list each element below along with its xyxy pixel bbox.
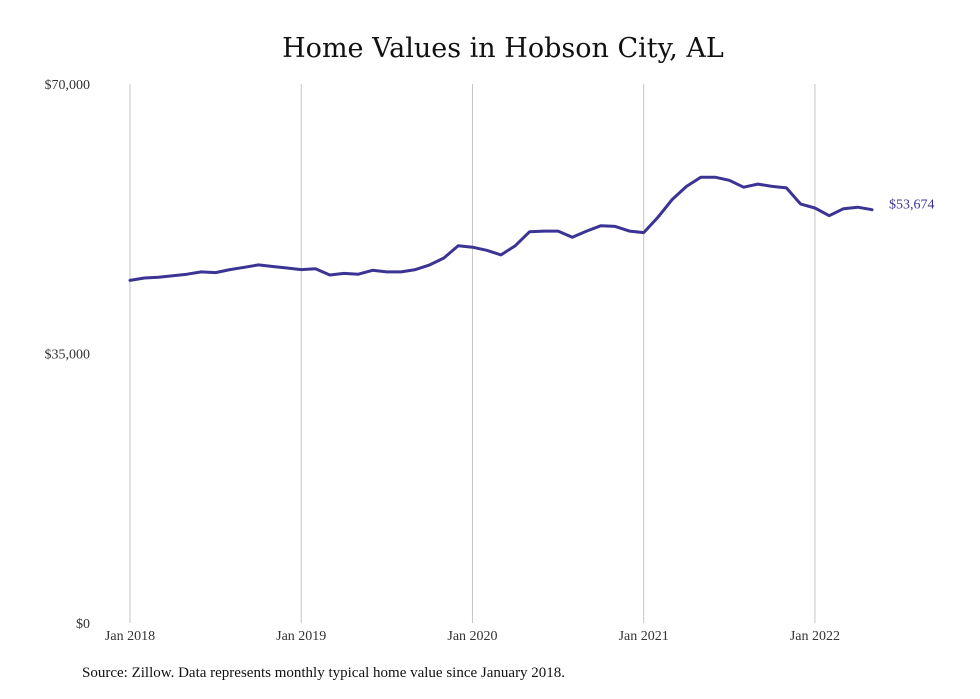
y-tick-label: $0 bbox=[76, 617, 90, 632]
y-tick-label: $70,000 bbox=[45, 78, 91, 93]
chart-title: Home Values in Hobson City, AL bbox=[282, 33, 724, 64]
source-note: Source: Zillow. Data represents monthly … bbox=[82, 665, 566, 681]
x-tick-label: Jan 2018 bbox=[105, 629, 155, 644]
series-line bbox=[128, 175, 874, 282]
x-tick-label: Jan 2021 bbox=[619, 629, 669, 644]
x-tick-label: Jan 2019 bbox=[276, 629, 326, 644]
y-axis-tick-labels: $0 $35,000 $70,000 bbox=[45, 78, 91, 632]
x-tick-label: Jan 2022 bbox=[790, 629, 840, 644]
x-tick-label: Jan 2020 bbox=[447, 629, 497, 644]
y-tick-label: $35,000 bbox=[45, 348, 91, 363]
gridlines bbox=[129, 84, 816, 623]
x-axis-tick-labels: Jan 2018 Jan 2019 Jan 2020 Jan 2021 Jan 2022 bbox=[105, 629, 840, 644]
series-layer bbox=[128, 175, 874, 282]
end-value-label: $53,674 bbox=[889, 198, 935, 213]
